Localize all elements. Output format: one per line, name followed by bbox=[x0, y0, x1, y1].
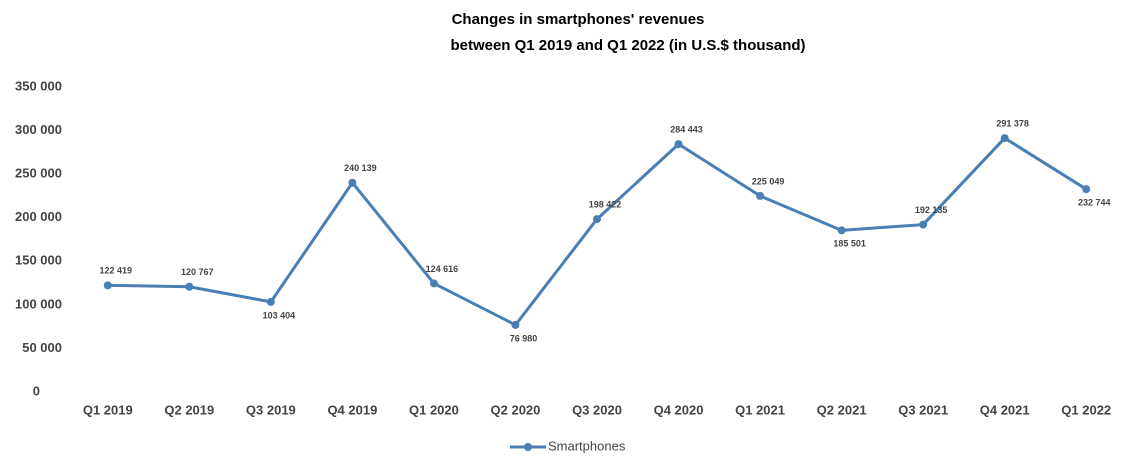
x-tick-label: Q1 2019 bbox=[83, 402, 133, 417]
y-tick-label: 250 000 bbox=[15, 166, 62, 181]
x-tick-label: Q2 2020 bbox=[491, 402, 541, 417]
marker bbox=[511, 320, 520, 329]
marker bbox=[1000, 134, 1009, 143]
data-label: 198 422 bbox=[589, 199, 622, 209]
marker bbox=[103, 281, 112, 290]
data-label: 225 049 bbox=[752, 176, 785, 186]
data-label: 192 135 bbox=[915, 205, 948, 215]
y-tick-label: 350 000 bbox=[15, 78, 62, 93]
marker bbox=[756, 191, 765, 200]
marker bbox=[1082, 185, 1091, 194]
x-tick-label: Q1 2021 bbox=[735, 402, 785, 417]
y-tick-label: 200 000 bbox=[15, 209, 62, 224]
data-label: 284 443 bbox=[670, 125, 703, 135]
marker bbox=[674, 140, 683, 149]
data-label: 232 744 bbox=[1078, 198, 1111, 208]
marker bbox=[266, 297, 275, 306]
data-label: 185 501 bbox=[833, 239, 866, 249]
marker bbox=[185, 282, 194, 291]
data-label: 76 980 bbox=[510, 333, 538, 343]
x-tick-label: Q3 2020 bbox=[572, 402, 622, 417]
chart-subtitle: between Q1 2019 and Q1 2022 (in U.S.$ th… bbox=[450, 37, 805, 54]
y-tick-label: 0 bbox=[33, 383, 40, 398]
data-label: 122 419 bbox=[99, 266, 132, 276]
x-tick-label: Q4 2021 bbox=[980, 402, 1030, 417]
data-label: 291 378 bbox=[996, 118, 1029, 128]
x-tick-label: Q4 2020 bbox=[654, 402, 704, 417]
x-tick-label: Q2 2021 bbox=[817, 402, 867, 417]
data-label: 124 616 bbox=[426, 264, 459, 274]
x-tick-label: Q3 2019 bbox=[246, 402, 296, 417]
marker bbox=[593, 215, 601, 224]
y-tick-label: 300 000 bbox=[15, 122, 62, 137]
chart-title: Changes in smartphones' revenues bbox=[452, 11, 705, 28]
data-label: 120 767 bbox=[181, 267, 214, 277]
data-label: 240 139 bbox=[344, 163, 377, 173]
marker bbox=[837, 226, 846, 235]
marker bbox=[348, 178, 357, 187]
x-tick-label: Q2 2019 bbox=[164, 402, 214, 417]
legend-marker bbox=[524, 443, 532, 451]
x-tick-label: Q3 2021 bbox=[898, 402, 948, 417]
line bbox=[107, 136, 1088, 327]
y-tick-label: 50 000 bbox=[22, 340, 62, 355]
x-tick-label: Q4 2019 bbox=[327, 402, 377, 417]
data-label: 103 404 bbox=[263, 310, 296, 320]
marker bbox=[429, 279, 438, 288]
y-tick-label: 100 000 bbox=[15, 296, 62, 311]
marker bbox=[919, 220, 928, 229]
legend-label: Smartphones bbox=[548, 438, 626, 453]
y-tick-label: 150 000 bbox=[15, 253, 62, 268]
x-tick-label: Q1 2020 bbox=[409, 402, 459, 417]
x-tick-label: Q1 2022 bbox=[1061, 402, 1111, 417]
